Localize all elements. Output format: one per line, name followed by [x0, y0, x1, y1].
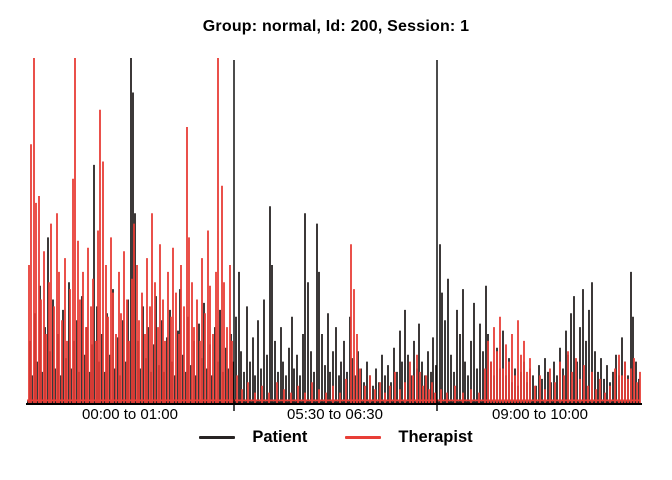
legend: Patient Therapist: [0, 428, 672, 447]
therapist-legend-line: [345, 436, 382, 439]
x-tick-label-3: 09:00 to 10:00: [492, 406, 588, 423]
patient-legend-line: [199, 436, 236, 439]
legend-group-patient: Patient: [199, 428, 307, 447]
x-tick-label-1: 00:00 to 01:00: [82, 406, 178, 423]
therapist-series-path: [28, 58, 641, 403]
chart-title: Group: normal, Id: 200, Session: 1: [202, 18, 470, 35]
patient-legend-label: Patient: [252, 428, 308, 446]
legend-group-therapist: Therapist: [345, 428, 473, 447]
x-tick-label-2: 05:30 to 06:30: [287, 406, 383, 423]
therapist-legend-label: Therapist: [398, 428, 473, 446]
